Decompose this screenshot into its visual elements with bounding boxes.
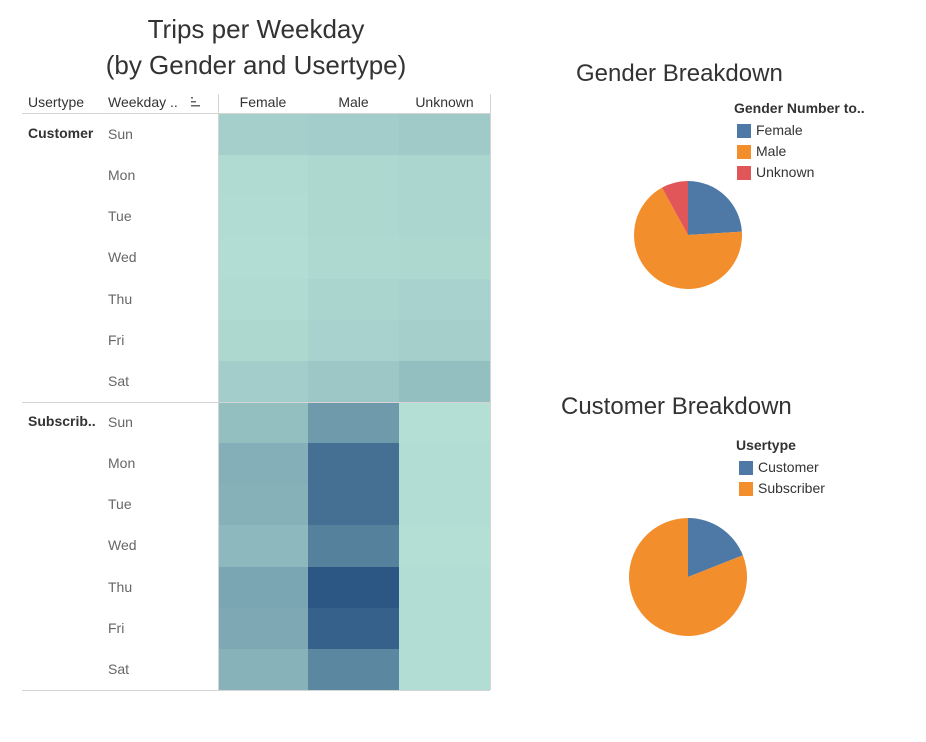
row-group-label: Subscrib.. [28, 412, 96, 429]
pie-slice-subscriber[interactable] [629, 518, 747, 636]
pie-slice-female[interactable] [688, 181, 742, 235]
weekday-label: Mon [108, 455, 136, 472]
heatmap-cell[interactable] [399, 155, 490, 196]
column-header-unknown: Unknown [415, 94, 474, 110]
heatmap-cell[interactable] [308, 320, 399, 361]
heatmap-cell[interactable] [218, 484, 308, 525]
legend-swatch-female[interactable] [737, 124, 751, 138]
legend-label-male[interactable]: Male [756, 143, 787, 159]
weekday-label: Thu [108, 578, 133, 595]
weekday-label: Sat [108, 660, 130, 677]
weekday-label: Sun [108, 413, 133, 430]
customer-pie-chart[interactable] [629, 518, 747, 636]
gender-pie-chart[interactable] [634, 181, 742, 289]
weekday-label: Tue [108, 208, 132, 225]
customer-legend-title: Usertype [736, 437, 796, 453]
heatmap-cell[interactable] [218, 279, 308, 320]
heatmap-cell[interactable] [399, 320, 490, 361]
weekday-label: Sun [108, 126, 133, 142]
heatmap-cell[interactable] [218, 320, 308, 361]
heatmap-cell[interactable] [399, 443, 490, 484]
heatmap-cell[interactable] [308, 443, 399, 484]
weekday-label: Tue [108, 496, 132, 513]
heatmap-cell[interactable] [399, 649, 490, 690]
heatmap-title-line-2: (by Gender and Usertype) [105, 50, 407, 80]
heatmap-cell[interactable] [308, 237, 399, 279]
pie-slice-unknown[interactable] [661, 181, 688, 235]
heatmap-cell[interactable] [218, 361, 308, 402]
weekday-label: Wed [108, 249, 137, 266]
heatmap-cell[interactable] [308, 361, 399, 402]
heatmap-cell[interactable] [218, 525, 308, 567]
weekday-label: Thu [108, 290, 133, 307]
group-divider [22, 402, 490, 403]
legend-label-subscriber[interactable]: Subscriber [758, 480, 825, 496]
sort-descending-icon[interactable] [190, 96, 202, 108]
pie-slice-customer[interactable] [688, 518, 743, 577]
heatmap-cell[interactable] [308, 196, 399, 237]
heatmap-cell[interactable] [218, 155, 308, 196]
weekday-label: Wed [108, 537, 137, 554]
heatmap-cell[interactable] [218, 649, 308, 690]
legend-swatch-unknown[interactable] [737, 166, 751, 180]
heatmap-cell[interactable] [218, 114, 308, 155]
gender-breakdown-title: Gender Breakdown [576, 60, 783, 87]
legend-label-female[interactable]: Female [756, 122, 803, 138]
weekday-label: Mon [108, 167, 136, 184]
legend-swatch-male[interactable] [737, 145, 751, 159]
heatmap-cell[interactable] [399, 361, 490, 402]
heatmap-cell[interactable] [399, 608, 490, 649]
heatmap-cell[interactable] [308, 155, 399, 196]
gender-legend-title: Gender Number to.. [734, 100, 865, 116]
heatmap-cell[interactable] [308, 525, 399, 567]
legend-swatch-subscriber[interactable] [739, 482, 753, 496]
heatmap-cell[interactable] [218, 567, 308, 608]
heatmap-cell[interactable] [399, 114, 490, 155]
customer-breakdown-title: Customer Breakdown [561, 393, 792, 420]
heatmap-cell[interactable] [399, 402, 490, 443]
heatmap-cell[interactable] [308, 608, 399, 649]
heatmap-title-line-1: Trips per Weekday [147, 14, 365, 44]
row-header-divider [218, 94, 219, 690]
heatmap-cell[interactable] [399, 279, 490, 320]
pie-slice-male[interactable] [634, 187, 742, 289]
weekday-label: Fri [108, 619, 125, 636]
heatmap-cell[interactable] [218, 237, 308, 279]
heatmap-bottom-border [22, 690, 490, 691]
legend-swatch-customer[interactable] [739, 461, 753, 475]
heatmap-cell[interactable] [399, 525, 490, 567]
heatmap-cell[interactable] [308, 279, 399, 320]
heatmap-cell[interactable] [218, 608, 308, 649]
weekday-label: Fri [108, 331, 125, 348]
row-group-label: Customer [28, 125, 94, 141]
heatmap-cell[interactable] [308, 567, 399, 608]
column-header-male: Male [338, 94, 369, 110]
column-header-female: Female [239, 94, 287, 110]
legend-label-unknown[interactable]: Unknown [756, 164, 815, 180]
heatmap-cell[interactable] [308, 114, 399, 155]
heatmap-cell[interactable] [218, 402, 308, 443]
heatmap-cell[interactable] [399, 484, 490, 525]
heatmap-cell[interactable] [218, 196, 308, 237]
weekday-label: Sat [108, 372, 130, 389]
heatmap-cell[interactable] [308, 484, 399, 525]
legend-label-customer[interactable]: Customer [758, 459, 819, 475]
heatmap-cell[interactable] [308, 402, 399, 443]
weekday-column-header[interactable]: Weekday .. [108, 94, 178, 110]
usertype-column-header[interactable]: Usertype [28, 94, 85, 110]
header-rule [22, 113, 490, 114]
heatmap-cell[interactable] [399, 567, 490, 608]
heatmap-cell[interactable] [399, 196, 490, 237]
heatmap-cell[interactable] [308, 649, 399, 690]
heatmap-right-border [490, 94, 491, 690]
heatmap-cell[interactable] [399, 237, 490, 279]
heatmap-cell[interactable] [218, 443, 308, 484]
